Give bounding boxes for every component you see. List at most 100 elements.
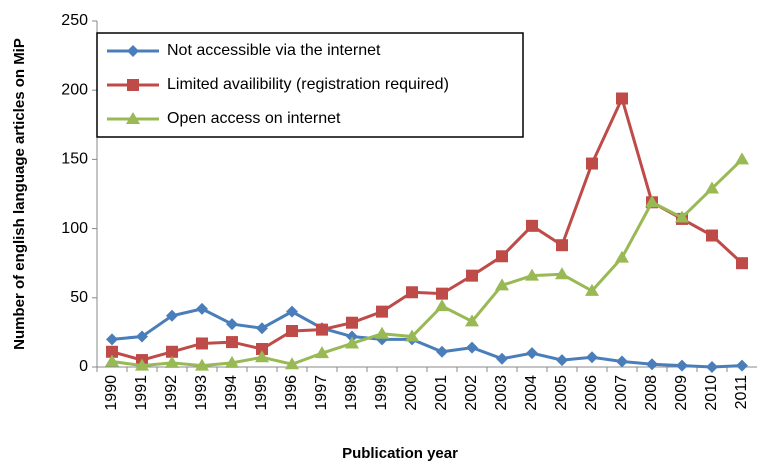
marker (645, 195, 659, 208)
x-tick-label: 1997 (313, 375, 330, 411)
marker (226, 318, 238, 331)
marker (676, 359, 688, 372)
legend-box (96, 32, 524, 138)
marker (496, 250, 508, 263)
marker (646, 358, 658, 371)
marker (555, 267, 569, 280)
marker (196, 302, 208, 315)
y-tick-label: 250 (61, 12, 88, 29)
marker (556, 354, 568, 367)
x-tick-label: 2006 (583, 375, 600, 411)
marker (496, 352, 508, 365)
marker (286, 305, 298, 318)
x-tick-label: 2002 (463, 375, 480, 411)
x-tick-label: 1999 (373, 375, 390, 411)
marker (345, 336, 359, 349)
marker (166, 309, 178, 322)
x-tick-label: 1990 (103, 375, 120, 411)
x-tick-label: 2011 (733, 375, 750, 410)
marker (406, 286, 418, 299)
marker (255, 350, 269, 363)
x-tick-label: 2000 (403, 375, 420, 411)
x-tick-label: 2008 (643, 375, 660, 411)
marker (135, 358, 149, 371)
x-tick-label: 2003 (493, 375, 510, 411)
marker (585, 283, 599, 296)
marker (436, 287, 448, 300)
marker (495, 278, 509, 291)
marker (165, 355, 179, 368)
x-tick-label: 2005 (553, 375, 570, 411)
marker (466, 269, 478, 282)
marker (586, 157, 598, 170)
marker (705, 181, 719, 194)
x-tick-label: 2004 (523, 375, 540, 411)
marker (225, 355, 239, 368)
y-tick-label: 0 (79, 358, 88, 375)
legend-label: Limited availibility (registration requi… (167, 76, 449, 93)
marker (286, 325, 298, 338)
marker (466, 341, 478, 354)
y-tick-label: 150 (61, 151, 88, 168)
marker (106, 333, 118, 346)
marker (126, 112, 140, 124)
series-line (111, 158, 744, 368)
marker (316, 323, 328, 336)
x-tick-label: 1996 (283, 375, 300, 411)
marker (315, 346, 329, 359)
marker (136, 330, 148, 343)
x-tick-label: 1994 (223, 375, 240, 411)
marker (346, 316, 358, 329)
marker (586, 351, 598, 364)
x-tick-label: 1995 (253, 375, 270, 411)
marker (706, 361, 718, 373)
x-tick-label: 1998 (343, 375, 360, 411)
x-tick-label: 1991 (133, 375, 150, 411)
marker (196, 337, 208, 350)
marker (525, 268, 539, 281)
y-axis-label: Number of english language articles on M… (11, 38, 28, 350)
marker (195, 358, 209, 371)
x-axis-label: Publication year (342, 445, 458, 462)
marker (616, 92, 628, 105)
x-tick-label: 2007 (613, 375, 630, 411)
y-tick-label: 100 (61, 220, 88, 237)
x-tick-label: 2009 (673, 375, 690, 411)
marker (616, 355, 628, 368)
marker (376, 305, 388, 318)
marker (526, 347, 538, 360)
marker (105, 354, 119, 367)
legend-label: Not accessible via the internet (167, 42, 381, 59)
marker (127, 79, 139, 91)
marker (736, 257, 748, 270)
marker (526, 219, 538, 232)
x-tick-label: 2001 (433, 375, 450, 411)
marker (226, 336, 238, 349)
x-tick-label: 2010 (703, 375, 720, 411)
marker (436, 345, 448, 358)
y-tick-label: 50 (70, 289, 88, 306)
y-tick-label: 200 (61, 81, 88, 98)
marker (435, 299, 449, 312)
marker (256, 322, 268, 335)
marker (106, 345, 118, 358)
marker (675, 210, 689, 223)
marker (166, 345, 178, 358)
marker (556, 239, 568, 252)
series-line (111, 94, 744, 362)
marker (256, 343, 268, 356)
marker (706, 229, 718, 242)
marker (127, 45, 139, 57)
marker (285, 357, 299, 370)
series-line (111, 307, 743, 369)
marker (375, 326, 389, 339)
marker (736, 359, 748, 372)
marker (615, 250, 629, 263)
marker (465, 314, 479, 327)
x-tick-label: 1992 (163, 375, 180, 411)
legend-label: Open access on internet (167, 110, 341, 127)
marker (405, 329, 419, 342)
marker (735, 152, 749, 165)
x-tick-label: 1993 (193, 375, 210, 411)
